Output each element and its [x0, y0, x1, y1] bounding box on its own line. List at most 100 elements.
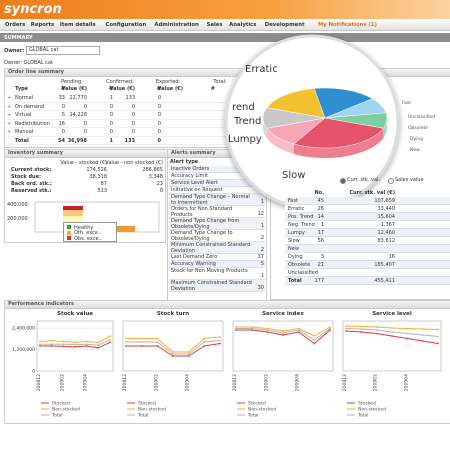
point	[421, 328, 424, 330]
point	[250, 329, 253, 331]
cell: 14	[317, 214, 324, 220]
alert-label[interactable]: Last Demand Zero	[171, 254, 218, 260]
cell: Virtual	[15, 112, 32, 118]
point	[156, 345, 159, 347]
cell: 36,998	[67, 137, 87, 144]
radio[interactable]	[388, 178, 394, 184]
radio[interactable]	[340, 178, 346, 184]
row-bg	[285, 277, 450, 285]
owner-select[interactable]: GLOBAL cat	[26, 46, 100, 55]
point	[187, 355, 190, 357]
alert-row	[169, 254, 265, 261]
column-header: Value - stocked (€)	[60, 160, 107, 166]
alert-label[interactable]: Inactive Orders	[171, 166, 210, 172]
alert-label[interactable]: Demand Type Change from Obsolete/Dying	[171, 218, 240, 230]
alert-row	[169, 173, 265, 180]
x-tick-label: 200812	[122, 374, 128, 391]
nav-item[interactable]: Development	[264, 22, 305, 28]
row-bg	[285, 269, 450, 277]
alert-label[interactable]: Demand Type Change – Normal to Intermitt…	[171, 194, 250, 206]
alert-count: 2	[260, 247, 264, 253]
performance-box: Performance indicators Stock value 0 1,200,…	[4, 300, 450, 424]
pie-label: Trend	[233, 116, 261, 127]
x-tick-label: 200904	[403, 374, 409, 391]
legend-label: Total	[357, 413, 369, 419]
legend-label: Oth. exce..	[74, 230, 102, 236]
alert-label[interactable]: Demand Type Change to Obsolete/Dying	[171, 230, 233, 242]
box-title: Performance indicators	[5, 301, 450, 309]
point	[39, 345, 41, 347]
row-bg	[285, 237, 450, 245]
cell: 16	[58, 120, 65, 127]
bar-segment	[63, 210, 83, 216]
cell: 0	[159, 188, 163, 194]
row-label: New	[288, 246, 299, 252]
legend-label: Non-stocked	[358, 407, 386, 413]
nav-item[interactable]: Configuration	[105, 22, 147, 28]
bar-segment	[115, 226, 135, 232]
cell: 5	[61, 112, 65, 118]
alert-label[interactable]: Accuracy Limit	[171, 173, 208, 179]
legend-box: Healthy Oth. exce.. Obs. exce..	[63, 222, 117, 242]
nav-item[interactable]: Administration	[154, 22, 199, 28]
point	[97, 341, 100, 344]
box-title: Alerts summary	[168, 150, 269, 158]
cell: Normal	[15, 95, 34, 101]
point	[97, 344, 100, 347]
cell: 133	[124, 137, 135, 144]
point	[109, 341, 111, 344]
cell: 133	[125, 95, 135, 101]
point	[282, 332, 284, 334]
y-tick-label: 400,000	[7, 202, 28, 208]
x-tick-label: 200812	[36, 374, 42, 391]
cell: 1,367	[380, 222, 395, 228]
cell: 455,411	[374, 278, 395, 284]
expand-icon: +	[7, 112, 12, 118]
expand-icon: +	[7, 120, 12, 127]
cell: 17	[317, 230, 324, 236]
alert-label[interactable]: Accuracy Warning	[171, 261, 216, 267]
radio-label[interactable]: Curr. stk. val.	[347, 177, 381, 183]
cell: 0	[61, 103, 65, 110]
row-label: Reserved stk.:	[11, 188, 52, 194]
alert-label[interactable]: Minimum Constrained Standard Deviation	[171, 242, 251, 254]
nav-item[interactable]: Item details	[59, 22, 96, 28]
notifications[interactable]: My Notifications (1)	[318, 22, 377, 28]
expand-icon: +	[7, 95, 12, 101]
cell: 1	[109, 137, 113, 144]
alert-row	[169, 218, 265, 230]
point	[345, 325, 347, 327]
pie-label: Lumpy	[228, 134, 262, 145]
point	[235, 329, 237, 331]
point	[125, 341, 127, 343]
cell: 22,770	[69, 95, 88, 101]
point	[250, 326, 253, 328]
pie-side	[294, 128, 384, 158]
legend-swatch	[67, 225, 71, 229]
alert-label[interactable]: Initiative on Request	[171, 187, 223, 193]
cell: 286,865	[142, 167, 163, 173]
cell: 38,318	[89, 174, 108, 180]
alert-row	[169, 280, 265, 292]
legend-label: Healthy	[74, 224, 94, 231]
alert-label[interactable]: Orders for Non Standard Products	[171, 206, 233, 218]
bar-segment	[63, 206, 83, 210]
alert-label[interactable]: Maximum Constrained Standard Deviation	[171, 280, 252, 292]
point	[329, 327, 331, 330]
radio-label[interactable]: Sales value	[395, 177, 424, 183]
nav-item[interactable]: Reports	[30, 22, 55, 28]
nav-item[interactable]: Orders	[5, 22, 26, 28]
column-header: No.	[314, 190, 324, 196]
point	[85, 345, 88, 347]
alert-label[interactable]: Stock for Non Moving Products	[171, 268, 248, 274]
legend-label: Stocked	[52, 401, 70, 407]
row-bg	[285, 229, 450, 237]
nav-item[interactable]: Analytics	[229, 22, 257, 28]
nav-item[interactable]: Sales	[206, 22, 223, 28]
point	[140, 345, 143, 347]
row-label: Neg. Trend	[288, 222, 315, 228]
row-label: Obsolete	[288, 262, 311, 268]
row-bg	[285, 253, 450, 261]
alert-label[interactable]: Service Level Alert	[171, 180, 218, 186]
alert-count: 5	[260, 261, 264, 267]
